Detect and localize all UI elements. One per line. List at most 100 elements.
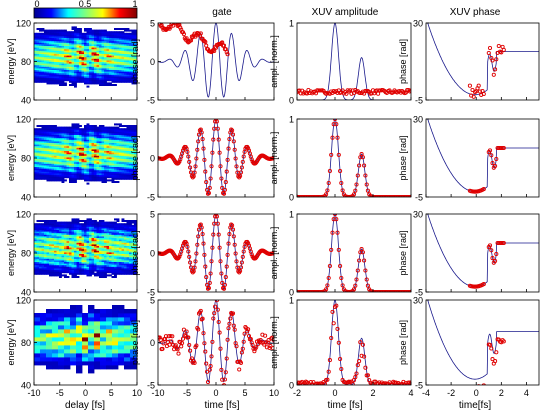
spectrogram-cell [119,42,122,45]
spectrogram-cell [49,256,52,259]
spectrogram-cell [111,31,115,34]
spectrogram-cell [129,152,132,155]
spectrogram-cell [121,36,125,38]
spectrogram-cell [71,39,75,42]
spectrogram-cell [99,276,102,278]
spectrogram-cell [91,157,95,159]
spectrogram-cell [99,145,102,148]
spectrogram-cell [81,128,85,131]
spectrogram-cell [106,248,110,251]
spectrogram-cell [91,37,95,40]
spectrogram-cell [91,248,95,251]
spectrogram-cell [126,166,130,169]
spectrogram-cell [84,56,87,59]
spectrogram-cell [76,221,80,224]
spectrogram-cell [41,39,45,42]
spectrogram-cell [71,253,75,256]
spectrogram-cell [131,176,135,179]
spectrogram-cell [59,68,62,70]
spectrogram-cell [99,141,102,143]
spectrogram-cell [99,153,102,156]
spectrogram-cell [104,272,107,275]
spectrogram-cell [79,255,82,258]
spectrogram-cell [106,236,110,238]
spectrogram-cell [66,37,70,40]
spectrogram-cell [71,42,75,45]
spectrogram-cell [131,74,135,77]
spectrogram-cell [119,240,122,243]
gate-model-line [158,23,274,98]
spectrogram-cell [89,133,92,135]
spectrogram-cell [69,39,72,42]
spectrogram-cell [129,223,132,226]
spectrogram-cell [34,147,37,150]
spectrogram-cell [39,48,42,51]
xuv_amplitude-retrieved-point [338,168,343,174]
spectrogram-cell [109,150,112,153]
spectrogram-cell [46,29,50,32]
spectrogram-cell [106,250,110,253]
spectrogram-cell [91,244,95,246]
spectrogram-cell [109,131,112,134]
spectrogram-cell [81,61,85,64]
spectrogram-cell [111,71,115,74]
spectrogram-cell [71,223,75,226]
spectrogram-cell [54,234,57,237]
spectrogram-cell [106,260,110,262]
spectrogram-cell [129,221,132,224]
spectrogram-cell [76,258,80,261]
spectrogram-cell [76,129,80,132]
spectrogram-cell [121,79,125,82]
spectrogram-cell [44,165,47,167]
spectrogram-cell [116,129,120,132]
spectrogram-cell [49,48,52,51]
gate-retrieved-point [196,234,201,239]
spectrogram-cell [46,264,50,267]
spectrogram-cell [129,258,132,261]
spectrogram-cell [54,39,57,42]
spectrogram-cell [54,53,57,56]
spectrogram-cell [66,45,70,48]
gate-retrieved-point [204,43,209,48]
spectrogram-cell [59,165,62,167]
spectrogram-cell [66,255,70,258]
spectrogram-cell [104,55,107,58]
spectrogram-cell [36,64,40,67]
spectrogram-cell [49,176,52,179]
spectrogram-cell [126,56,130,59]
spectrogram-cell [126,68,130,70]
xuv_phase-retrieved-point [496,43,501,49]
spectrogram-cell [79,29,82,32]
spectrogram-cell [34,271,37,274]
spectrogram-cell [61,242,65,245]
spectrogram-cell [121,45,125,48]
spectrogram-cell [86,171,90,174]
spectrogram-cell [54,247,57,250]
spectrogram-cell [61,149,65,151]
spectrogram-cell [111,237,115,240]
spectrogram-cell [49,42,52,45]
spectrogram-cell [129,48,132,51]
spectrogram-cell [114,255,117,258]
spectrogram-cell [64,32,67,35]
spectrogram-cell [79,247,82,250]
spectrogram-cell [49,141,52,143]
spectrogram-cell [94,61,97,64]
spectrogram-cell [129,71,132,74]
spectrogram-cell [91,261,95,264]
spectrogram-cell [76,268,80,270]
spectrogram-cell [86,266,90,269]
axes-frame [425,22,540,101]
spectrogram-cell [69,42,72,45]
spectrogram-cell [99,126,102,129]
spectrogram-cell [44,37,47,40]
spectrogram-cell [86,31,90,34]
gate-retrieved-point [207,280,212,285]
spectrogram-cell [39,55,42,58]
spectrogram-cell [96,271,100,274]
spectrogram-cell [106,139,110,142]
spectrogram-cell [89,137,92,140]
spectrogram-cell [44,145,47,148]
spectrogram-cell [76,142,80,145]
spectrogram-cell [111,256,115,259]
